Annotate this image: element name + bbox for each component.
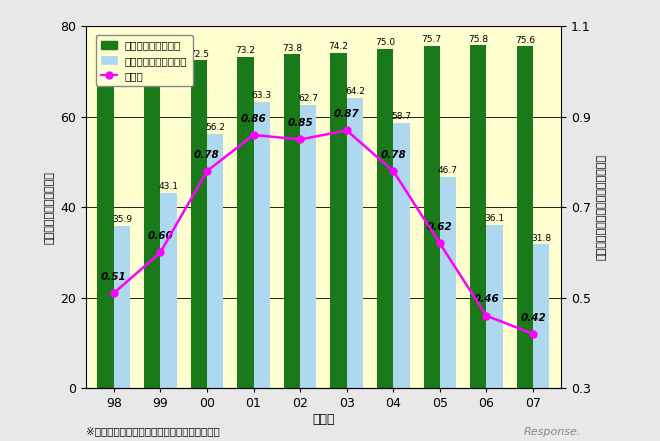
Bar: [533, 244, 549, 388]
Bar: [424, 46, 440, 388]
Text: 0.87: 0.87: [334, 109, 360, 119]
Bar: [160, 193, 177, 388]
Text: 62.7: 62.7: [298, 94, 318, 103]
Text: ※自動设保有台数は年度末値（二輪を除く）．: ※自動设保有台数は年度末値（二輪を除く）．: [86, 426, 220, 437]
Text: 72.5: 72.5: [189, 49, 209, 59]
Text: 75.0: 75.0: [375, 38, 395, 47]
X-axis label: 年　次: 年 次: [312, 413, 335, 426]
Text: 73.2: 73.2: [236, 46, 255, 56]
Bar: [393, 123, 410, 388]
Bar: [470, 45, 486, 388]
Bar: [517, 46, 533, 388]
Legend: 保有台数（百万台）, 盗難認知件数（千件）, 盗難率: 保有台数（百万台）, 盗難認知件数（千件）, 盗難率: [96, 35, 193, 86]
Bar: [300, 105, 316, 388]
Text: 43.1: 43.1: [158, 183, 178, 191]
Text: 31.8: 31.8: [531, 234, 551, 243]
Bar: [331, 52, 347, 388]
Text: Response.: Response.: [523, 426, 581, 437]
Bar: [207, 134, 223, 388]
Text: 46.7: 46.7: [438, 166, 458, 175]
Text: 0.51: 0.51: [101, 272, 127, 282]
Text: 0.86: 0.86: [241, 114, 267, 123]
Text: 75.6: 75.6: [515, 36, 535, 45]
Text: 36.1: 36.1: [484, 214, 505, 223]
Bar: [191, 60, 207, 388]
Text: 64.2: 64.2: [345, 87, 365, 96]
Bar: [237, 57, 253, 388]
Text: 0.62: 0.62: [427, 222, 453, 232]
Text: 56.2: 56.2: [205, 123, 225, 132]
Text: 74.2: 74.2: [329, 42, 348, 51]
Bar: [253, 102, 270, 388]
Text: 35.9: 35.9: [112, 215, 132, 224]
Text: 70.7: 70.7: [96, 58, 115, 67]
Text: 0.60: 0.60: [147, 231, 173, 241]
Bar: [284, 55, 300, 388]
Y-axis label: 保有台数・盗難認知件数: 保有台数・盗難認知件数: [44, 171, 55, 244]
Text: 63.3: 63.3: [251, 91, 272, 100]
Text: 0.78: 0.78: [380, 150, 406, 160]
Text: 0.42: 0.42: [520, 313, 546, 322]
Text: 0.46: 0.46: [474, 295, 500, 304]
Bar: [440, 177, 456, 388]
Text: 58.7: 58.7: [391, 112, 411, 121]
Text: 0.78: 0.78: [194, 150, 220, 160]
Text: 0.85: 0.85: [287, 118, 313, 128]
Bar: [486, 225, 503, 388]
Bar: [114, 226, 130, 388]
Bar: [144, 64, 160, 388]
Y-axis label: 盗難率（保有千台あたり盗難件数）: 盗難率（保有千台あたり盗難件数）: [596, 154, 607, 260]
Bar: [346, 98, 363, 388]
Text: 75.8: 75.8: [468, 35, 488, 44]
Text: 73.8: 73.8: [282, 44, 302, 52]
Text: 75.7: 75.7: [422, 35, 442, 44]
Bar: [98, 68, 114, 388]
Text: 71.6: 71.6: [142, 54, 162, 63]
Bar: [377, 49, 393, 388]
